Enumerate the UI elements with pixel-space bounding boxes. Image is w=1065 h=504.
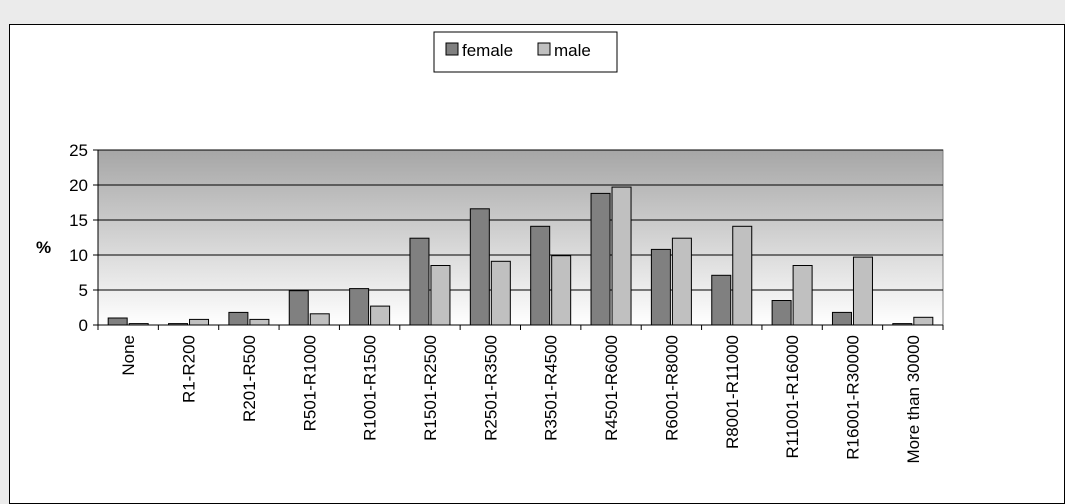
bar-male (370, 305, 391, 326)
legend-swatch-male (537, 42, 551, 56)
y-tick-label: 5 (79, 281, 88, 300)
bar-male (732, 225, 753, 326)
y-tick-label: 10 (69, 246, 88, 265)
bar-female (590, 192, 611, 326)
x-tick-label: None (119, 335, 138, 376)
bar-male (551, 255, 572, 326)
bar-female (349, 288, 370, 326)
x-tick-label: R8001-R11000 (723, 335, 742, 449)
bar-female (831, 311, 852, 326)
bar-female (650, 248, 671, 326)
x-tick-label: R1501-R2500 (421, 335, 440, 441)
y-tick-labels: 0 5 10 15 20 25 (69, 141, 88, 335)
bar-male (430, 265, 451, 326)
bar-male (490, 260, 511, 326)
x-tick-label: R3501-R4500 (542, 335, 561, 441)
bar-female (409, 237, 430, 326)
x-tick-label: R2501-R3500 (481, 335, 500, 441)
legend: female male (433, 31, 618, 73)
bar-female (288, 290, 309, 326)
x-tick-label: R501-R1000 (300, 335, 319, 431)
axes (93, 149, 944, 330)
y-tick-label: 0 (79, 316, 88, 335)
y-tick-label: 20 (69, 176, 88, 195)
x-tick-label: R1-R200 (180, 335, 199, 403)
x-tick-label: R1001-R1500 (361, 335, 380, 441)
x-tick-labels: None R1-R200 R201-R500 R501-R1000 R1001-R150… (119, 335, 923, 464)
x-tick-label: R6001-R8000 (662, 335, 681, 441)
gridlines (98, 149, 943, 291)
plot-area (97, 149, 944, 326)
bar-male (852, 256, 873, 326)
bar-male (309, 313, 330, 326)
legend-swatch-female (445, 42, 459, 56)
bar-female (530, 225, 551, 326)
bar-female (107, 317, 128, 326)
y-tick-label: 25 (69, 141, 88, 160)
bar-male (913, 316, 934, 326)
bars (107, 186, 934, 326)
x-tick-label: R16001-R30000 (843, 335, 862, 460)
legend-box (433, 31, 618, 73)
y-axis-label: % (36, 238, 51, 257)
x-tick-label: R11001-R16000 (783, 335, 802, 459)
legend-label-male: male (554, 41, 591, 60)
bar-female (771, 300, 792, 326)
y-tick-label: 15 (69, 211, 88, 230)
x-tick-label: More than 30000 (904, 335, 923, 464)
legend-label-female: female (462, 41, 513, 60)
bar-male (189, 318, 210, 326)
x-tick-label: R4501-R6000 (602, 335, 621, 441)
bar-male (611, 186, 632, 326)
x-tick-label: R201-R500 (240, 335, 259, 422)
bar-female (711, 274, 732, 326)
bar-female (469, 208, 490, 326)
bar-male (792, 265, 813, 326)
bar-female (228, 311, 249, 326)
bar-male (671, 237, 692, 326)
bar-male (249, 318, 270, 326)
